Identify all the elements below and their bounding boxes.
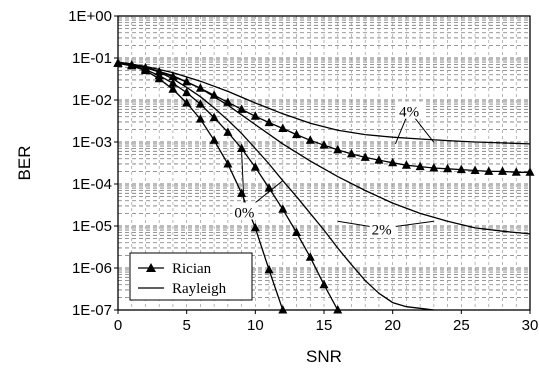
- data-point-rician: [511, 167, 521, 176]
- data-point-rician: [333, 305, 343, 314]
- data-point-rician: [209, 135, 219, 144]
- y-tick-label: 1E-03: [72, 134, 112, 151]
- series-line-rayleigh-4: [117, 61, 531, 235]
- legend-box: [129, 252, 253, 301]
- data-point-rician: [346, 148, 356, 158]
- y-tick-label: 1E-07: [72, 302, 112, 319]
- data-point-rician: [305, 252, 315, 261]
- data-point-rician: [237, 143, 247, 153]
- y-axis-title: BER: [15, 146, 34, 181]
- data-point-rician: [278, 305, 288, 314]
- x-tick-label: 25: [453, 317, 470, 334]
- data-point-rician: [401, 160, 411, 169]
- annotation-bg: [397, 101, 424, 119]
- data-point-rician: [250, 222, 260, 232]
- data-point-rician: [292, 227, 302, 237]
- data-point-rician: [237, 104, 247, 113]
- legend-rician-marker: [146, 263, 156, 272]
- data-point-rician: [470, 165, 480, 174]
- x-tick-label: 5: [182, 317, 190, 334]
- series-line-rayleigh-3: [117, 61, 434, 311]
- x-tick-label: 15: [316, 317, 333, 334]
- data-point-rician: [319, 279, 329, 289]
- data-point-rician: [498, 166, 508, 175]
- data-point-rician: [333, 144, 343, 154]
- data-point-rician: [429, 163, 439, 172]
- x-tick-labels: 0 5 10 15 20 25 30: [114, 310, 539, 334]
- x-tick-label: 10: [247, 317, 264, 334]
- y-tick-label: 1E-06: [72, 260, 112, 277]
- y-tick-label: 1E-04: [72, 176, 112, 193]
- annotation-label: 2%: [372, 222, 392, 238]
- data-point-rician: [182, 97, 192, 107]
- annotation-label: 4%: [399, 105, 419, 121]
- data-point-rician: [305, 135, 315, 144]
- data-point-rician: [319, 140, 329, 149]
- annotation-bg: [232, 202, 259, 220]
- y-tick-label: 1E-02: [72, 92, 112, 109]
- data-point-rician: [223, 127, 233, 136]
- y-tick-label: 1E-05: [72, 218, 112, 235]
- legend-rayleigh-label: Rayleigh: [172, 281, 227, 297]
- data-point-rician: [195, 114, 205, 123]
- legend-rician-label: Rician: [172, 261, 212, 277]
- data-point-rician: [456, 164, 466, 174]
- x-tick-label: 0: [114, 317, 122, 334]
- data-point-rician: [250, 162, 260, 171]
- annotations: 0% 2% 4%: [232, 101, 435, 238]
- annotation-label: 0%: [234, 205, 254, 221]
- legend: Rician Rayleigh: [129, 252, 253, 301]
- annotation-leader: [241, 151, 245, 212]
- data-point-rician: [264, 117, 274, 127]
- data-point-rician: [443, 163, 453, 173]
- y-tick-labels: 1E-07 1E-06 1E-05 1E-04 1E-03 1E-02 1E-01 1E+00: [68, 8, 118, 319]
- data-point-rician: [223, 158, 233, 168]
- data-point-rician: [388, 157, 398, 167]
- data-point-rician: [168, 84, 178, 93]
- data-point-rician: [484, 166, 494, 175]
- data-point-rician: [264, 264, 274, 274]
- y-tick-label: 1E-01: [72, 50, 112, 67]
- annotation-bg: [369, 219, 396, 237]
- data-point-rician: [209, 112, 219, 122]
- data-point-rician: [250, 111, 260, 120]
- data-point-rician: [415, 161, 425, 171]
- data-point-rician: [168, 78, 178, 87]
- x-axis-title: SNR: [306, 347, 342, 366]
- series-line-rayleigh-5: [117, 61, 531, 145]
- data-point-rician: [278, 123, 288, 132]
- data-point-rician: [374, 155, 384, 164]
- data-point-rician: [209, 90, 219, 99]
- data-point-rician: [292, 129, 302, 139]
- y-tick-label: 1E+00: [68, 8, 112, 25]
- x-tick-label: 20: [384, 317, 401, 334]
- data-point-rician: [360, 152, 370, 161]
- data-point-rician: [278, 204, 288, 213]
- data-point-rician: [182, 87, 192, 97]
- data-point-rician: [195, 99, 205, 108]
- x-tick-label: 30: [522, 317, 539, 334]
